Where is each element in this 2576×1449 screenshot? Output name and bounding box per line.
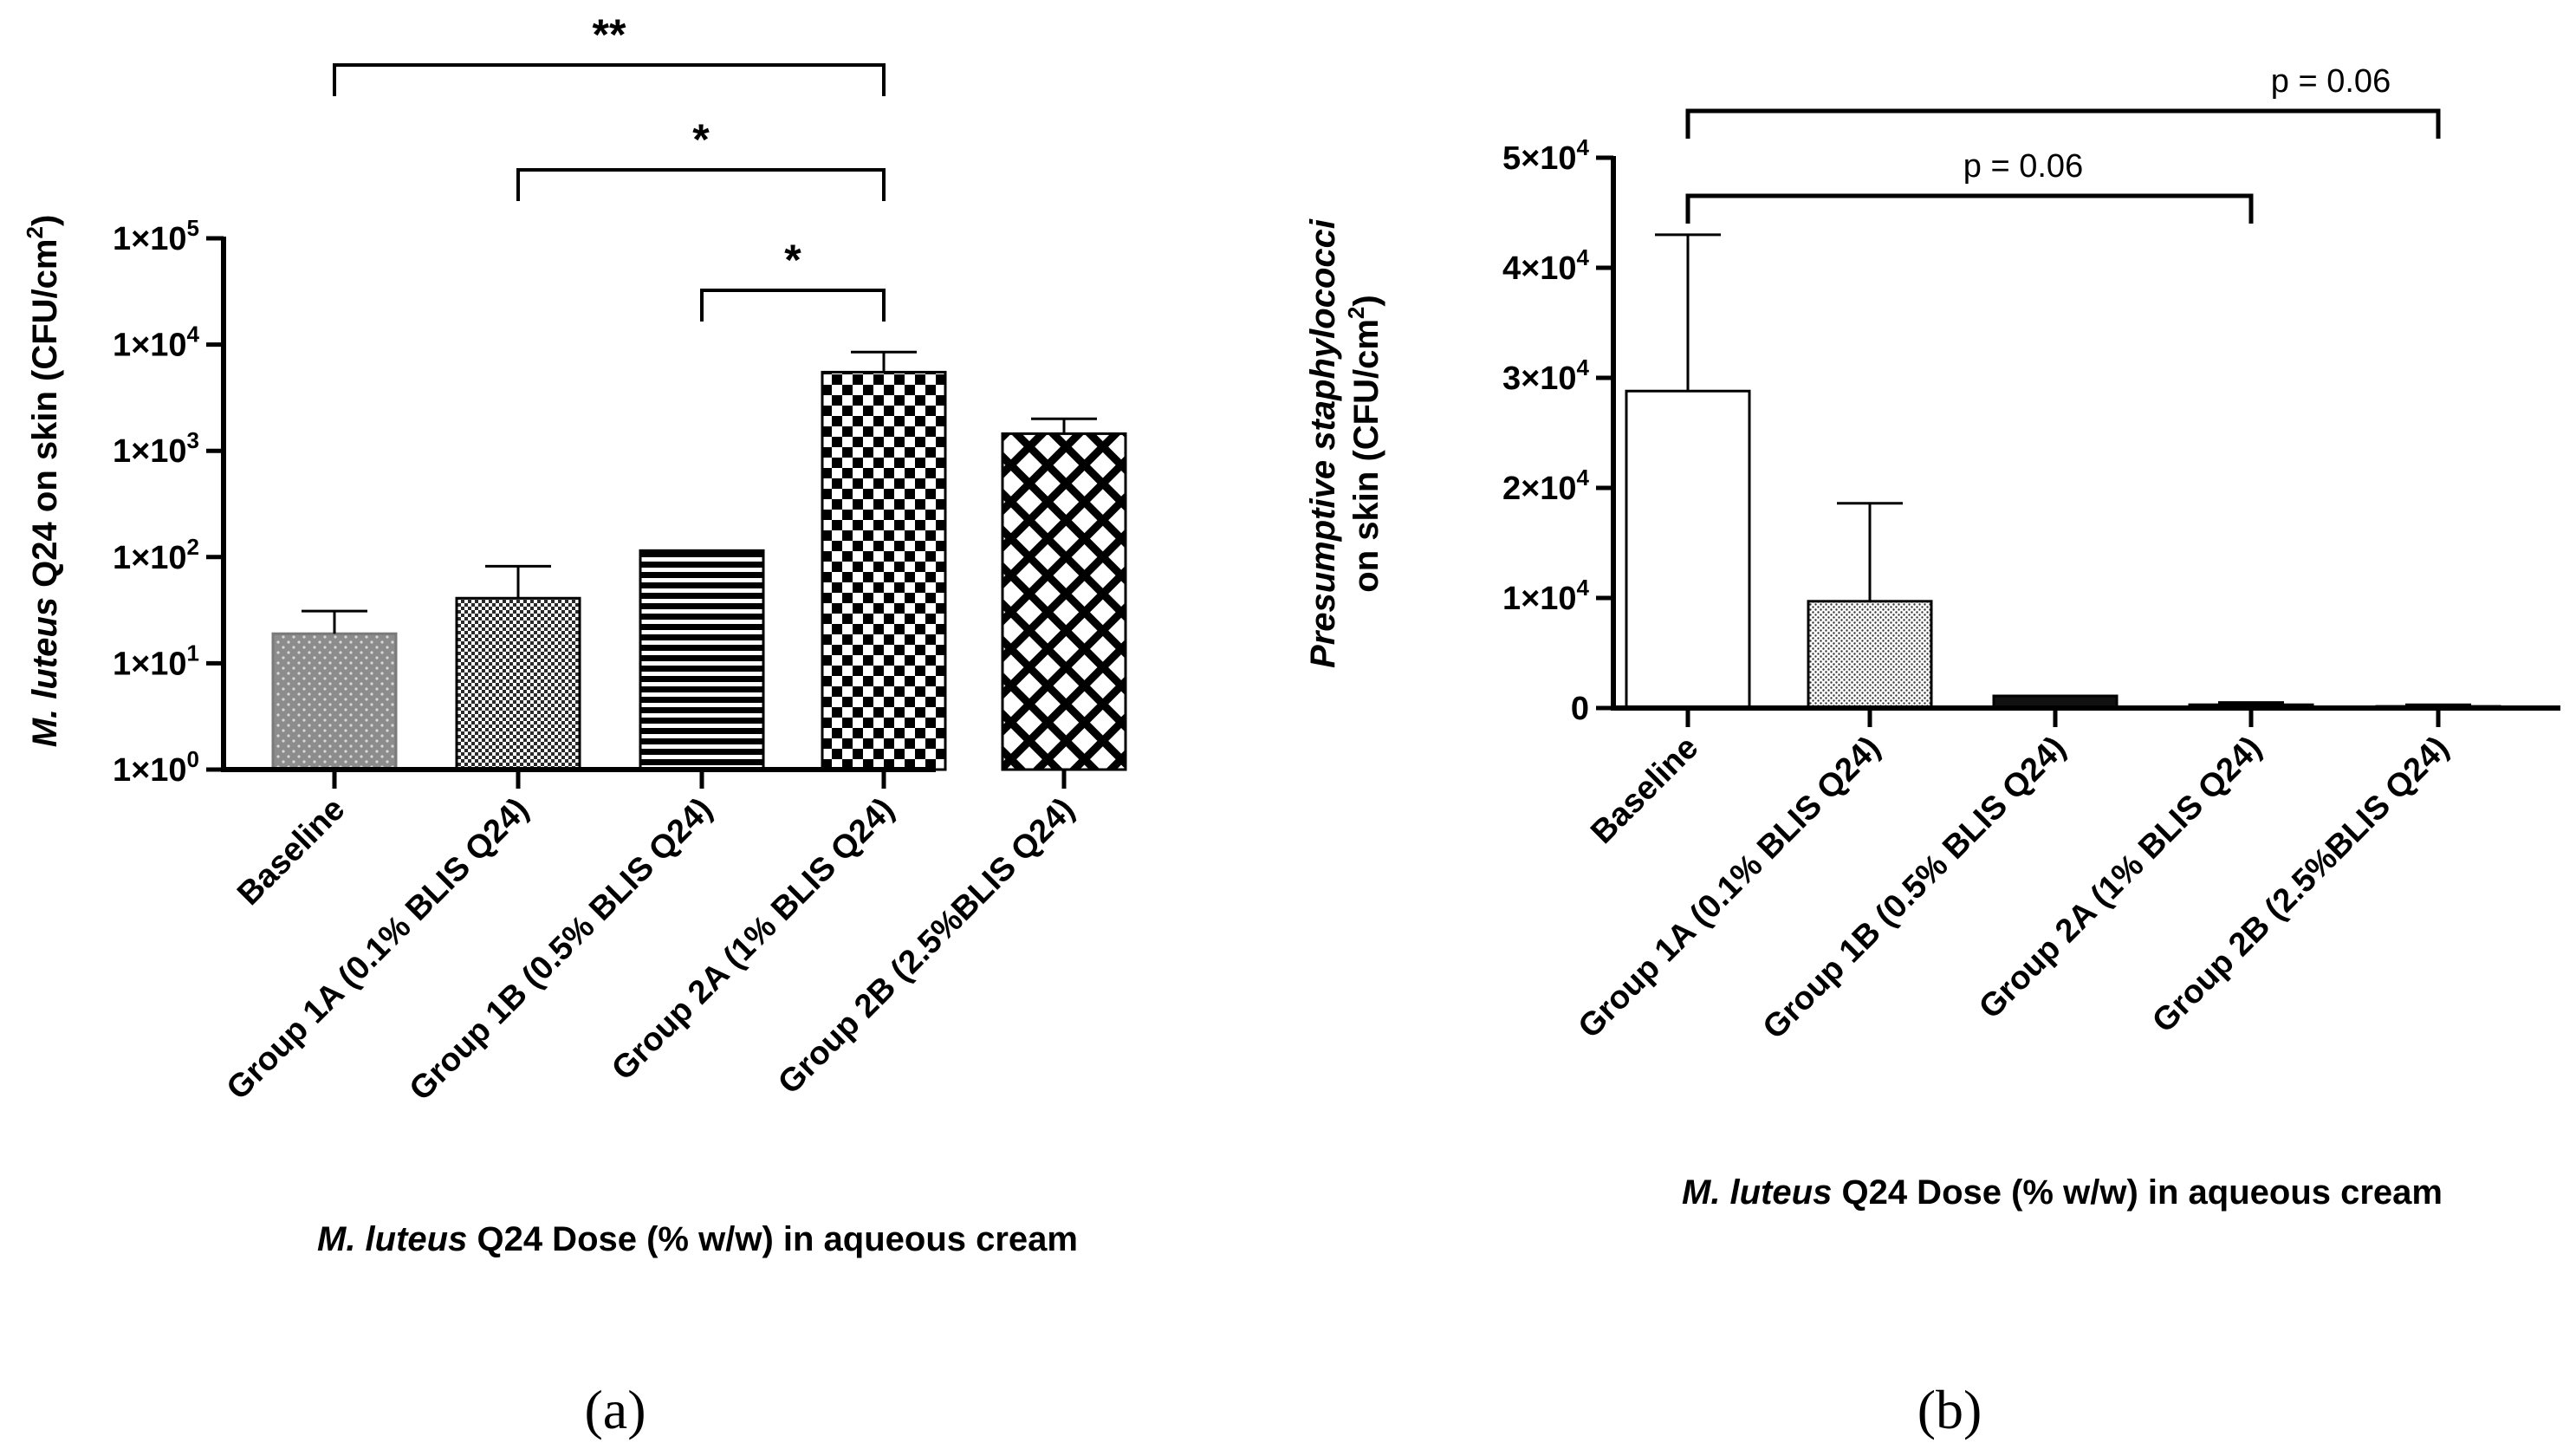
bars — [1625, 233, 2501, 710]
y-tick-label: 1×103 — [113, 427, 199, 470]
p-value-label: p = 0.06 — [1963, 148, 2083, 185]
y-ticks: 1×100 1×101 1×102 1×103 1×104 1×105 — [113, 215, 224, 789]
bars — [271, 350, 1127, 771]
x-category-label: Baseline — [230, 791, 352, 913]
y-ticks: 0 1×104 2×104 3×104 4×104 5×104 — [1502, 134, 1613, 727]
bar-3 — [639, 549, 765, 771]
y-tick-label: 1×100 — [113, 746, 199, 789]
bar-1 — [1625, 389, 1751, 710]
y-tick-label: 1×104 — [1502, 575, 1590, 617]
significance-label: ** — [593, 10, 626, 59]
y-axis-title-line1: Presumptive staphylococci — [1304, 218, 1342, 668]
y-axis-title-line2: on skin (CFU/cm2) — [1343, 295, 1385, 592]
significance-brackets: **** — [333, 10, 886, 322]
x-axis-title: M. luteus Q24 Dose (% w/w) in aqueous cr… — [317, 1220, 1078, 1258]
bar-4 — [821, 370, 947, 771]
x-category-label: Group 2B (2.5%BLIS Q24) — [2145, 730, 2456, 1040]
y-tick-label: 2×104 — [1502, 465, 1590, 507]
bar-5 — [1001, 432, 1127, 771]
y-tick-label: 5×104 — [1502, 134, 1590, 177]
significance-bracket — [1685, 108, 2441, 139]
y-tick-label: 0 — [1571, 691, 1589, 727]
x-category-label: Group 1A (0.1% BLIS Q24) — [1572, 730, 1888, 1046]
bar-2 — [455, 596, 581, 771]
significance-label: * — [692, 115, 710, 164]
y-tick-label: 1×102 — [113, 534, 199, 576]
axes — [221, 237, 936, 772]
bar-2 — [1807, 600, 1933, 710]
x-axis-title: M. luteus Q24 Dose (% w/w) in aqueous cr… — [1682, 1173, 2443, 1212]
y-tick-label: 1×105 — [113, 215, 199, 257]
x-category-label: Baseline — [1584, 730, 1705, 851]
x-category-label: Group 1A (0.1% BLIS Q24) — [220, 791, 536, 1108]
y-axis-title: M. luteus Q24 on skin (CFU/cm2) — [22, 215, 64, 748]
y-tick-label: 1×104 — [113, 322, 200, 364]
x-category-label: Group 2B (2.5%BLIS Q24) — [771, 791, 1081, 1101]
significance-bracket — [1685, 193, 2254, 224]
significance-bracket — [333, 63, 886, 96]
y-tick-label: 1×101 — [113, 640, 199, 682]
p-value-label: p = 0.06 — [2271, 63, 2391, 100]
panel-b-label: (b) — [1917, 1379, 1982, 1440]
significance-bracket — [516, 168, 886, 201]
y-tick-label: 4×104 — [1502, 244, 1590, 287]
significance-brackets: p = 0.06 p = 0.06 — [1685, 63, 2441, 224]
significance-bracket — [700, 289, 886, 322]
y-tick-label: 3×104 — [1502, 354, 1590, 397]
bar-1 — [271, 632, 398, 771]
panel-a-label: (a) — [584, 1379, 646, 1440]
x-category-label: Group 1B (0.5% BLIS Q24) — [1756, 730, 2073, 1047]
panel-b: p = 0.06 p = 0.06 0 1×104 2×104 3×104 4×104 5×… — [1304, 63, 2560, 1440]
significance-label: * — [784, 236, 801, 284]
axes — [1611, 156, 2560, 711]
x-category-label: Group 1B (0.5% BLIS Q24) — [403, 791, 720, 1108]
